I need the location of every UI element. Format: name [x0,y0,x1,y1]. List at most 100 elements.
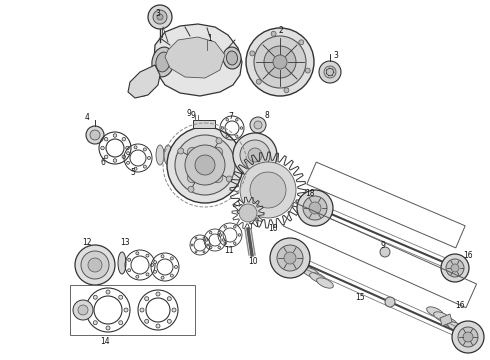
Circle shape [441,254,469,282]
Circle shape [303,196,327,220]
Text: 10: 10 [268,224,278,233]
Circle shape [88,308,92,312]
Circle shape [240,162,296,218]
Circle shape [171,257,173,260]
Circle shape [324,66,336,78]
Text: 16: 16 [463,252,473,261]
Text: 1: 1 [207,33,212,42]
Circle shape [195,237,197,239]
Circle shape [273,55,287,69]
Circle shape [144,148,147,151]
Circle shape [136,252,139,255]
Circle shape [93,321,98,325]
Circle shape [144,165,147,168]
Text: 15: 15 [355,293,365,302]
Circle shape [104,155,108,159]
Circle shape [191,244,193,246]
Text: 16: 16 [455,302,465,310]
Circle shape [106,290,110,294]
Text: 3: 3 [333,50,338,59]
Circle shape [90,130,100,140]
Circle shape [297,190,333,226]
Circle shape [134,146,137,149]
Circle shape [75,245,115,285]
Ellipse shape [156,145,164,165]
Circle shape [246,28,314,96]
Text: 13: 13 [120,238,130,247]
Circle shape [126,146,129,150]
Circle shape [210,246,212,249]
Circle shape [234,225,236,228]
Circle shape [73,300,93,320]
Circle shape [187,173,197,183]
Circle shape [226,118,228,121]
Circle shape [240,140,270,170]
Polygon shape [154,24,242,96]
Circle shape [458,327,478,347]
Circle shape [195,155,215,175]
Ellipse shape [448,322,465,332]
Circle shape [150,264,153,266]
Circle shape [236,118,238,121]
Circle shape [167,297,171,301]
Circle shape [219,234,222,236]
Circle shape [271,31,276,36]
Circle shape [113,134,117,137]
Polygon shape [128,65,160,98]
Circle shape [153,261,157,264]
Circle shape [203,251,205,253]
Text: 10: 10 [248,257,258,266]
Circle shape [213,173,223,183]
Ellipse shape [317,278,333,288]
Text: 14: 14 [100,338,110,346]
Text: 12: 12 [82,238,92,247]
Circle shape [218,246,220,249]
Circle shape [122,138,125,141]
Circle shape [145,319,148,323]
Circle shape [172,308,176,312]
Circle shape [187,147,197,157]
Circle shape [119,295,122,299]
Circle shape [156,324,160,328]
Circle shape [88,258,102,272]
Circle shape [305,68,310,73]
Circle shape [452,321,484,353]
Ellipse shape [303,267,319,278]
Circle shape [239,204,257,222]
Circle shape [178,148,184,154]
Circle shape [299,40,304,45]
Circle shape [157,14,163,20]
Circle shape [146,273,149,276]
Circle shape [277,245,303,271]
Circle shape [113,159,117,162]
Circle shape [254,121,262,129]
Polygon shape [440,314,452,326]
Circle shape [221,127,224,129]
Circle shape [238,234,241,236]
Polygon shape [165,37,225,78]
Ellipse shape [136,80,150,96]
Circle shape [224,242,226,244]
Circle shape [175,135,235,195]
Ellipse shape [156,52,170,72]
Ellipse shape [462,332,478,342]
Ellipse shape [455,327,471,337]
Text: 6: 6 [100,158,105,166]
Ellipse shape [427,307,443,317]
Ellipse shape [152,47,174,77]
Circle shape [380,247,390,257]
Text: 9: 9 [190,111,195,120]
Ellipse shape [226,51,238,65]
Circle shape [126,161,129,164]
Ellipse shape [172,145,180,165]
Circle shape [226,176,232,182]
Circle shape [233,133,277,177]
Circle shape [174,266,177,269]
Circle shape [224,225,226,228]
Ellipse shape [139,83,147,93]
Circle shape [213,147,223,157]
Circle shape [284,88,289,93]
Circle shape [203,237,205,239]
Circle shape [128,269,131,272]
Circle shape [185,145,225,185]
